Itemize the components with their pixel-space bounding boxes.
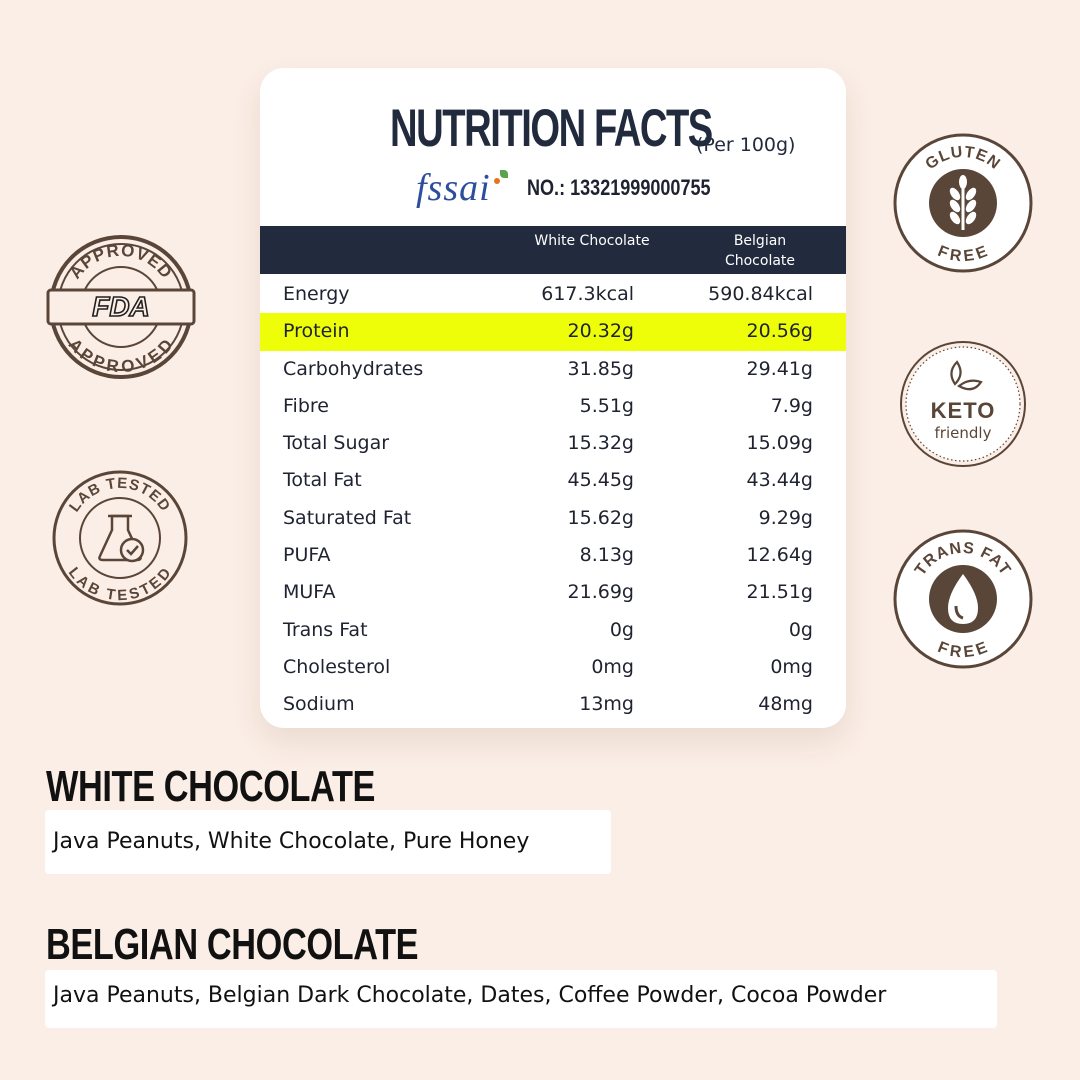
white-value: 45.45g [567, 469, 634, 492]
nutrient-name: MUFA [283, 581, 336, 604]
wheat-icon: GLUTEN FREE [893, 133, 1033, 273]
nutrient-name: Protein [283, 320, 350, 343]
white-chocolate-title: WHITE CHOCOLATE [46, 762, 376, 811]
belgian-value: 21.51g [746, 581, 813, 604]
fssai-logo: fssai [416, 166, 516, 210]
belgian-chocolate-title: BELGIAN CHOCOLATE [46, 920, 419, 969]
table-row: MUFA 21.69g 21.51g [260, 574, 846, 611]
column-header-belgian: Belgian Chocolate [724, 233, 796, 269]
belgian-value: 0g [788, 618, 813, 641]
fda-approved-stamp-icon: APPROVED APPROVED FDA [46, 235, 196, 379]
gluten-free-badge: GLUTEN FREE [892, 132, 1034, 274]
nutrition-facts-card: NUTRITION FACTS (Per 100g) fssai NO.: 13… [260, 68, 846, 728]
fssai-logo-text: fssai [416, 167, 491, 209]
white-value: 15.62g [567, 506, 634, 529]
nutrition-title-main: NUTRITION FACTS [390, 99, 713, 158]
nutrient-name: Saturated Fat [283, 506, 412, 529]
lab-tested-badge: LAB TESTED LAB TESTED [50, 468, 190, 608]
nutrient-name: PUFA [283, 544, 331, 567]
fssai-dot-icon [494, 178, 500, 184]
table-row: PUFA 8.13g 12.64g [260, 537, 846, 574]
nutrient-name: Cholesterol [283, 655, 391, 678]
white-value: 15.32g [567, 432, 634, 455]
nutrient-name: Total Fat [283, 469, 362, 492]
fssai-leaf-icon [500, 170, 508, 178]
svg-text:LAB TESTED: LAB TESTED [65, 564, 176, 604]
white-value: 31.85g [567, 357, 634, 380]
column-header-white: White Chocolate [534, 233, 650, 249]
white-value: 617.3kcal [541, 283, 634, 305]
nutrition-table-body: Energy 617.3kcal 590.84kcal Protein 20.32g 20… [260, 276, 846, 724]
keto-leaves-icon: KETO friendly [900, 341, 1026, 467]
nutrient-name: Total Sugar [283, 432, 390, 455]
white-value: 8.13g [579, 544, 634, 567]
nutrient-name: Trans Fat [283, 618, 368, 641]
trans-fat-free-badge: TRANS FAT FREE [892, 528, 1034, 670]
fssai-number: NO.: 13321999000755 [527, 175, 711, 200]
belgian-value: 20.56g [746, 320, 813, 343]
belgian-value: 7.9g [770, 394, 813, 417]
keto-friendly-badge: KETO friendly [899, 340, 1027, 468]
white-value: 0g [609, 618, 634, 641]
belgian-value: 43.44g [746, 469, 813, 492]
table-row: Total Fat 45.45g 43.44g [260, 462, 846, 499]
nutrition-title-per: (Per 100g) [696, 134, 796, 156]
belgian-value: 590.84kcal [708, 283, 813, 305]
fda-center-text: FDA [92, 291, 150, 322]
table-row: Trans Fat 0g 0g [260, 612, 846, 649]
keto-subtext: friendly [935, 424, 992, 442]
belgian-value: 15.09g [746, 432, 813, 455]
nutrient-name: Fibre [283, 394, 329, 417]
fda-approved-badge: APPROVED APPROVED FDA [46, 232, 196, 382]
nutrient-name: Sodium [283, 693, 355, 716]
nutrition-title: NUTRITION FACTS (Per 100g) [390, 99, 795, 158]
table-row: Sodium 13mg 48mg [260, 686, 846, 723]
belgian-value: 0mg [770, 655, 813, 678]
lab-top-text: LAB TESTED [66, 475, 173, 515]
fssai-license: fssai NO.: 13321999000755 [416, 166, 751, 210]
belgian-chocolate-ingredients: Java Peanuts, Belgian Dark Chocolate, Da… [45, 970, 997, 1028]
white-chocolate-ingredients: Java Peanuts, White Chocolate, Pure Hone… [45, 810, 611, 874]
white-value: 13mg [579, 693, 634, 716]
white-value: 5.51g [579, 394, 634, 417]
belgian-value: 12.64g [746, 544, 813, 567]
belgian-value: 29.41g [746, 357, 813, 380]
svg-text:LAB TESTED: LAB TESTED [66, 475, 174, 515]
white-value: 21.69g [567, 581, 634, 604]
oil-drop-icon: TRANS FAT FREE [893, 529, 1033, 669]
table-row: Cholesterol 0mg 0mg [260, 649, 846, 686]
nutrient-name: Energy [283, 283, 350, 305]
table-row: Fibre 5.51g 7.9g [260, 388, 846, 425]
table-row: Carbohydrates 31.85g 29.41g [260, 351, 846, 388]
lab-tested-flask-icon: LAB TESTED LAB TESTED [52, 470, 188, 606]
white-value: 0mg [591, 655, 634, 678]
keto-text: KETO [931, 398, 996, 423]
white-value: 20.32g [567, 320, 634, 343]
table-row: Protein 20.32g 20.56g [260, 313, 846, 351]
lab-bottom-text: LAB TESTED [65, 564, 175, 604]
nutrition-table-header: White Chocolate Belgian Chocolate [260, 226, 846, 274]
table-row: Saturated Fat 15.62g 9.29g [260, 500, 846, 537]
nutrient-name: Carbohydrates [283, 357, 424, 380]
belgian-value: 9.29g [758, 506, 813, 529]
table-row: Energy 617.3kcal 590.84kcal [260, 276, 846, 313]
belgian-value: 48mg [758, 693, 813, 716]
table-row: Total Sugar 15.32g 15.09g [260, 425, 846, 462]
